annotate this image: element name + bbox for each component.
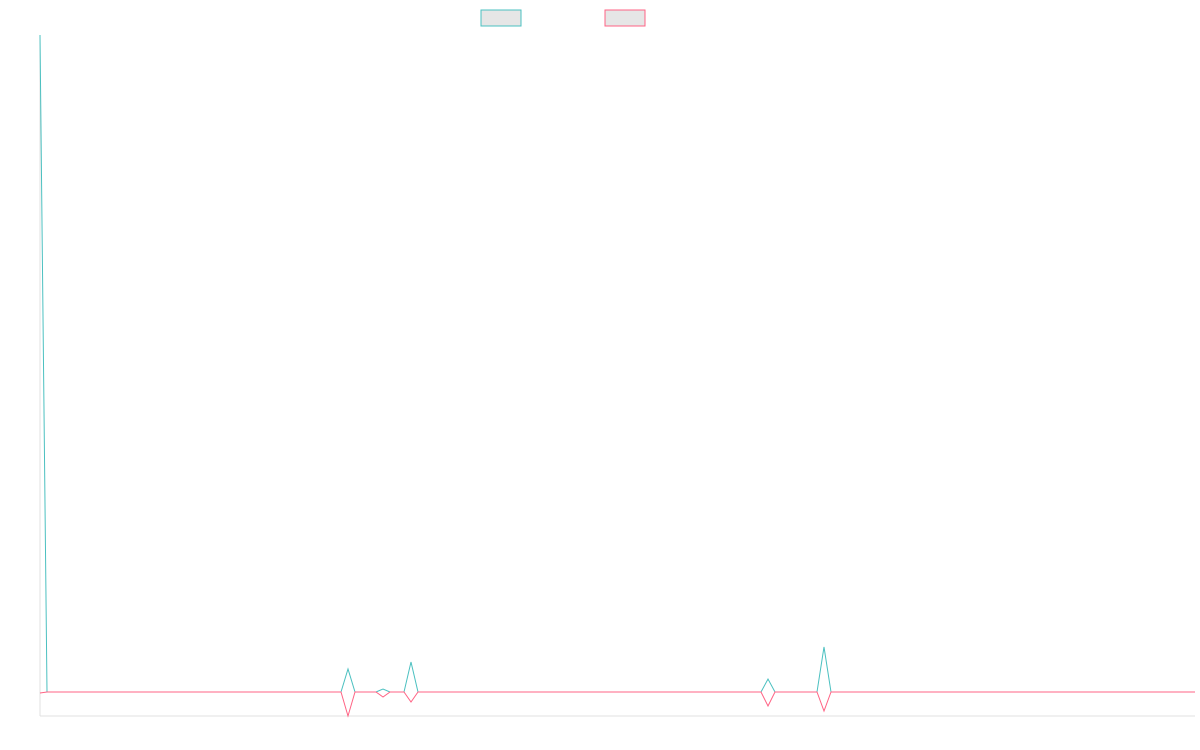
legend-swatch [604,9,646,27]
series-line [39,34,1195,693]
series-line [39,691,1195,718]
legend-swatch [480,9,522,27]
